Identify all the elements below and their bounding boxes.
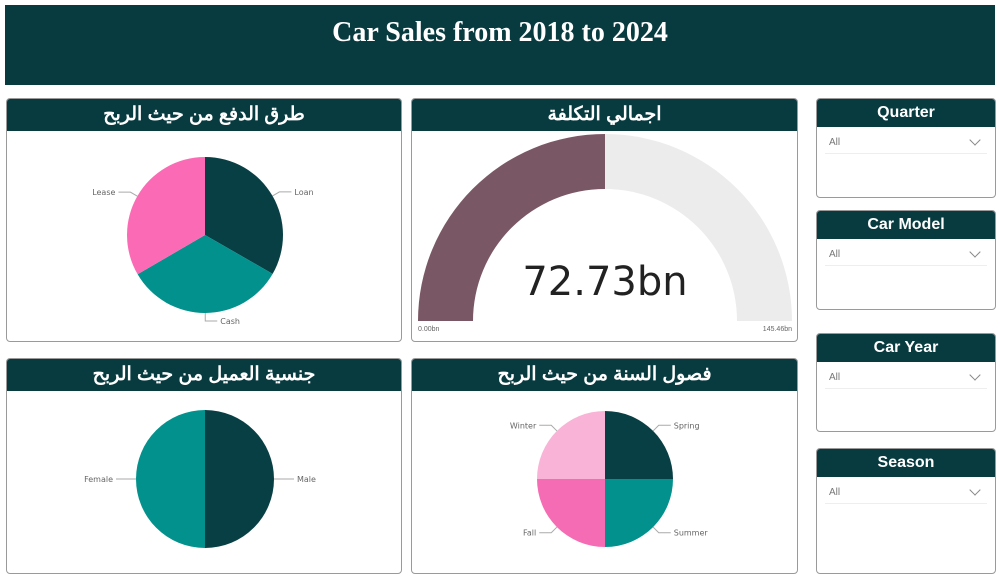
slice-label: Lease — [92, 188, 115, 197]
nationality-chart[interactable]: جنسية العميل من حيث الربح Male Female — [6, 358, 402, 574]
dropdown-value: All — [829, 371, 841, 383]
slicer-title: Season — [817, 449, 995, 477]
slice-label: Cash — [220, 317, 240, 326]
car-model-dropdown[interactable]: All — [825, 243, 987, 266]
dashboard-title: Car Sales from 2018 to 2024 — [5, 5, 995, 85]
dropdown-value: All — [829, 248, 841, 260]
chevron-down-icon — [969, 134, 981, 146]
slicer-car-year: Car Year All — [816, 333, 996, 432]
slice-label: Female — [84, 475, 113, 484]
slicer-quarter: Quarter All — [816, 98, 996, 198]
season-pie: Spring Summer Fall Winter — [510, 411, 709, 547]
pie-slice-loan[interactable] — [205, 157, 283, 274]
slicer-title: Quarter — [817, 99, 995, 127]
pie-slice-female[interactable] — [136, 410, 205, 548]
leader-line — [204, 312, 218, 322]
slice-label: Spring — [674, 421, 700, 430]
leader-line — [272, 191, 292, 197]
chart-title: جنسية العميل من حيث الربح — [7, 359, 401, 391]
gauge-value: 72.73bn — [522, 259, 687, 305]
chevron-down-icon — [969, 484, 981, 496]
payment-pie: Loan Cash Lease — [92, 157, 314, 326]
chart-title: طرق الدفع من حيث الربح — [7, 99, 401, 131]
total-cost-gauge[interactable]: اجمالي التكلفة 72.73bn 0.00bn 145.46bn — [411, 98, 798, 342]
leader-line — [652, 424, 671, 432]
car-year-dropdown[interactable]: All — [825, 366, 987, 389]
slicer-title: Car Year — [817, 334, 995, 362]
slice-label: Winter — [510, 421, 537, 430]
leader-line — [652, 526, 671, 534]
chevron-down-icon — [969, 246, 981, 258]
dropdown-value: All — [829, 486, 841, 498]
pie-slice-male[interactable] — [205, 410, 274, 548]
gauge: 72.73bn 0.00bn 145.46bn — [418, 134, 792, 333]
slice-label: Fall — [523, 529, 536, 538]
chart-title: فصول السنة من حيث الربح — [412, 359, 797, 391]
pie-slice-spring[interactable] — [605, 411, 673, 479]
slicer-title: Car Model — [817, 211, 995, 239]
slicer-car-model: Car Model All — [816, 210, 996, 310]
slice-label: Male — [297, 475, 316, 484]
chevron-down-icon — [969, 369, 981, 381]
leader-line — [118, 191, 138, 197]
pie-slice-cash[interactable] — [137, 235, 273, 313]
slicer-season: Season All — [816, 448, 996, 574]
leader-line — [539, 424, 558, 432]
season-dropdown[interactable]: All — [825, 481, 987, 504]
pie-slice-lease[interactable] — [126, 157, 205, 275]
dropdown-value: All — [829, 136, 841, 148]
chart-title: اجمالي التكلفة — [412, 99, 797, 131]
season-chart[interactable]: فصول السنة من حيث الربح Spring Summer Fall… — [411, 358, 798, 574]
pie-slice-fall[interactable] — [537, 479, 605, 547]
gauge-max-label: 145.46bn — [763, 326, 792, 333]
gauge-min-label: 0.00bn — [418, 326, 440, 333]
nationality-pie: Male Female — [84, 410, 316, 548]
leader-line — [539, 526, 558, 534]
slice-label: Loan — [294, 188, 313, 197]
gauge-fill — [418, 134, 605, 321]
slice-label: Summer — [674, 529, 709, 538]
payment-method-chart[interactable]: طرق الدفع من حيث الربح Loan Cash Lease — [6, 98, 402, 342]
pie-slice-winter[interactable] — [537, 411, 605, 479]
pie-slice-summer[interactable] — [605, 479, 673, 547]
gauge-track — [605, 134, 792, 321]
quarter-dropdown[interactable]: All — [825, 131, 987, 154]
